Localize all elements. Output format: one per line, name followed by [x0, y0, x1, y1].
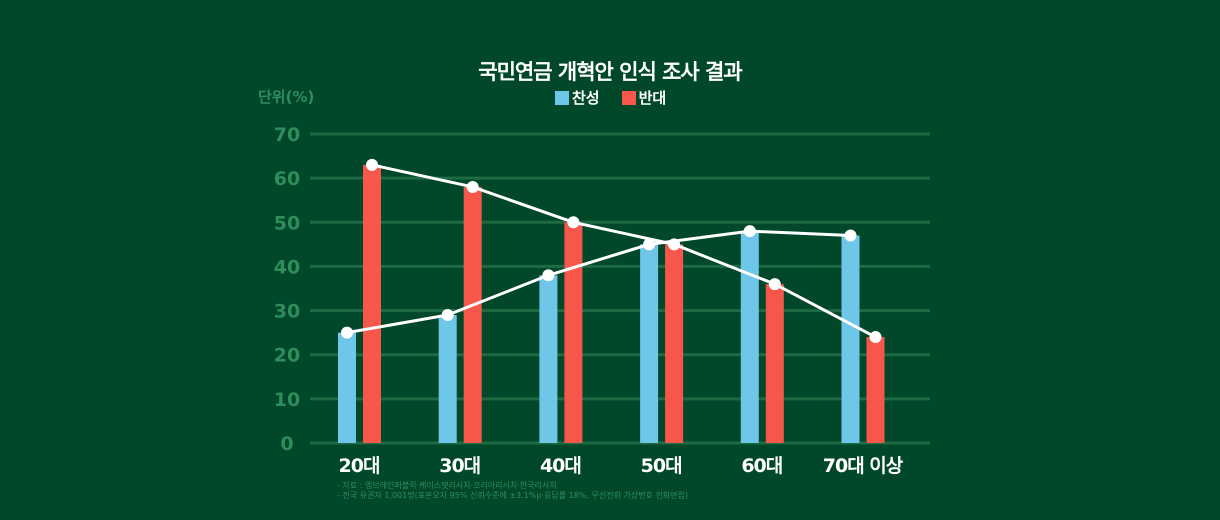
data-point-oppose	[366, 158, 378, 171]
bar-oppose	[463, 186, 482, 443]
legend: 찬성 반대	[555, 87, 666, 108]
data-point-support	[844, 229, 857, 242]
y-tick-label: 40	[274, 256, 300, 278]
data-point-support	[743, 225, 756, 238]
chart-title: 국민연금 개혁안 인식 조사 결과	[478, 60, 742, 84]
legend-label: 반대	[638, 89, 667, 107]
data-point-oppose	[466, 180, 479, 193]
data-point-support	[441, 308, 454, 321]
legend-swatch-support	[555, 91, 569, 105]
x-tick-label: 40대	[540, 455, 581, 477]
legend-swatch-oppose	[621, 91, 636, 105]
series-line-support	[346, 229, 851, 335]
footnotes: - 자료 : 엠브레인퍼블릭·케이스탯리서치·코리아리서치·한국리서치 - 전국…	[337, 481, 688, 501]
bar-support	[841, 235, 860, 443]
data-point-oppose	[768, 278, 781, 291]
bar-oppose	[765, 284, 784, 443]
legend-label: 찬성	[572, 89, 600, 107]
legend-item-oppose: 반대	[621, 87, 667, 108]
footnote-method: - 전국 유권자 1,001명(표본오차 95% 신뢰수준에 ±3.1%p·응답…	[337, 491, 689, 500]
x-tick-label: 70대 이상	[823, 455, 904, 477]
series-line-oppose	[371, 163, 877, 339]
bar-support	[640, 244, 659, 443]
bar-support	[338, 332, 356, 443]
bar-support	[438, 314, 457, 443]
x-tick-label: 30대	[439, 455, 480, 477]
data-point-support	[643, 238, 656, 251]
data-point-support	[542, 269, 555, 282]
x-tick-label: 50대	[641, 455, 682, 477]
data-point-support	[341, 326, 353, 339]
bar-oppose	[363, 164, 381, 443]
x-tick-label: 60대	[741, 455, 782, 477]
x-tick-label: 20대	[339, 455, 380, 477]
y-tick-label: 10	[274, 389, 300, 411]
legend-item-support: 찬성	[555, 87, 600, 108]
data-point-oppose	[869, 331, 882, 344]
y-tick-label: 0	[280, 433, 293, 455]
y-axis-label: 단위(%)	[258, 88, 315, 106]
data-point-oppose	[668, 238, 681, 251]
bar-support	[740, 231, 759, 443]
footnote-source: - 자료 : 엠브레인퍼블릭·케이스탯리서치·코리아리서치·한국리서치	[337, 481, 557, 490]
bar-oppose	[564, 222, 583, 443]
y-tick-label: 50	[274, 212, 300, 234]
bar-oppose	[866, 337, 885, 443]
data-point-oppose	[567, 216, 580, 229]
y-tick-label: 60	[274, 168, 300, 190]
y-tick-label: 30	[274, 301, 300, 323]
bar-support	[539, 275, 558, 443]
bar-oppose	[665, 244, 684, 443]
y-tick-label: 70	[274, 124, 300, 146]
y-tick-label: 20	[274, 345, 300, 367]
